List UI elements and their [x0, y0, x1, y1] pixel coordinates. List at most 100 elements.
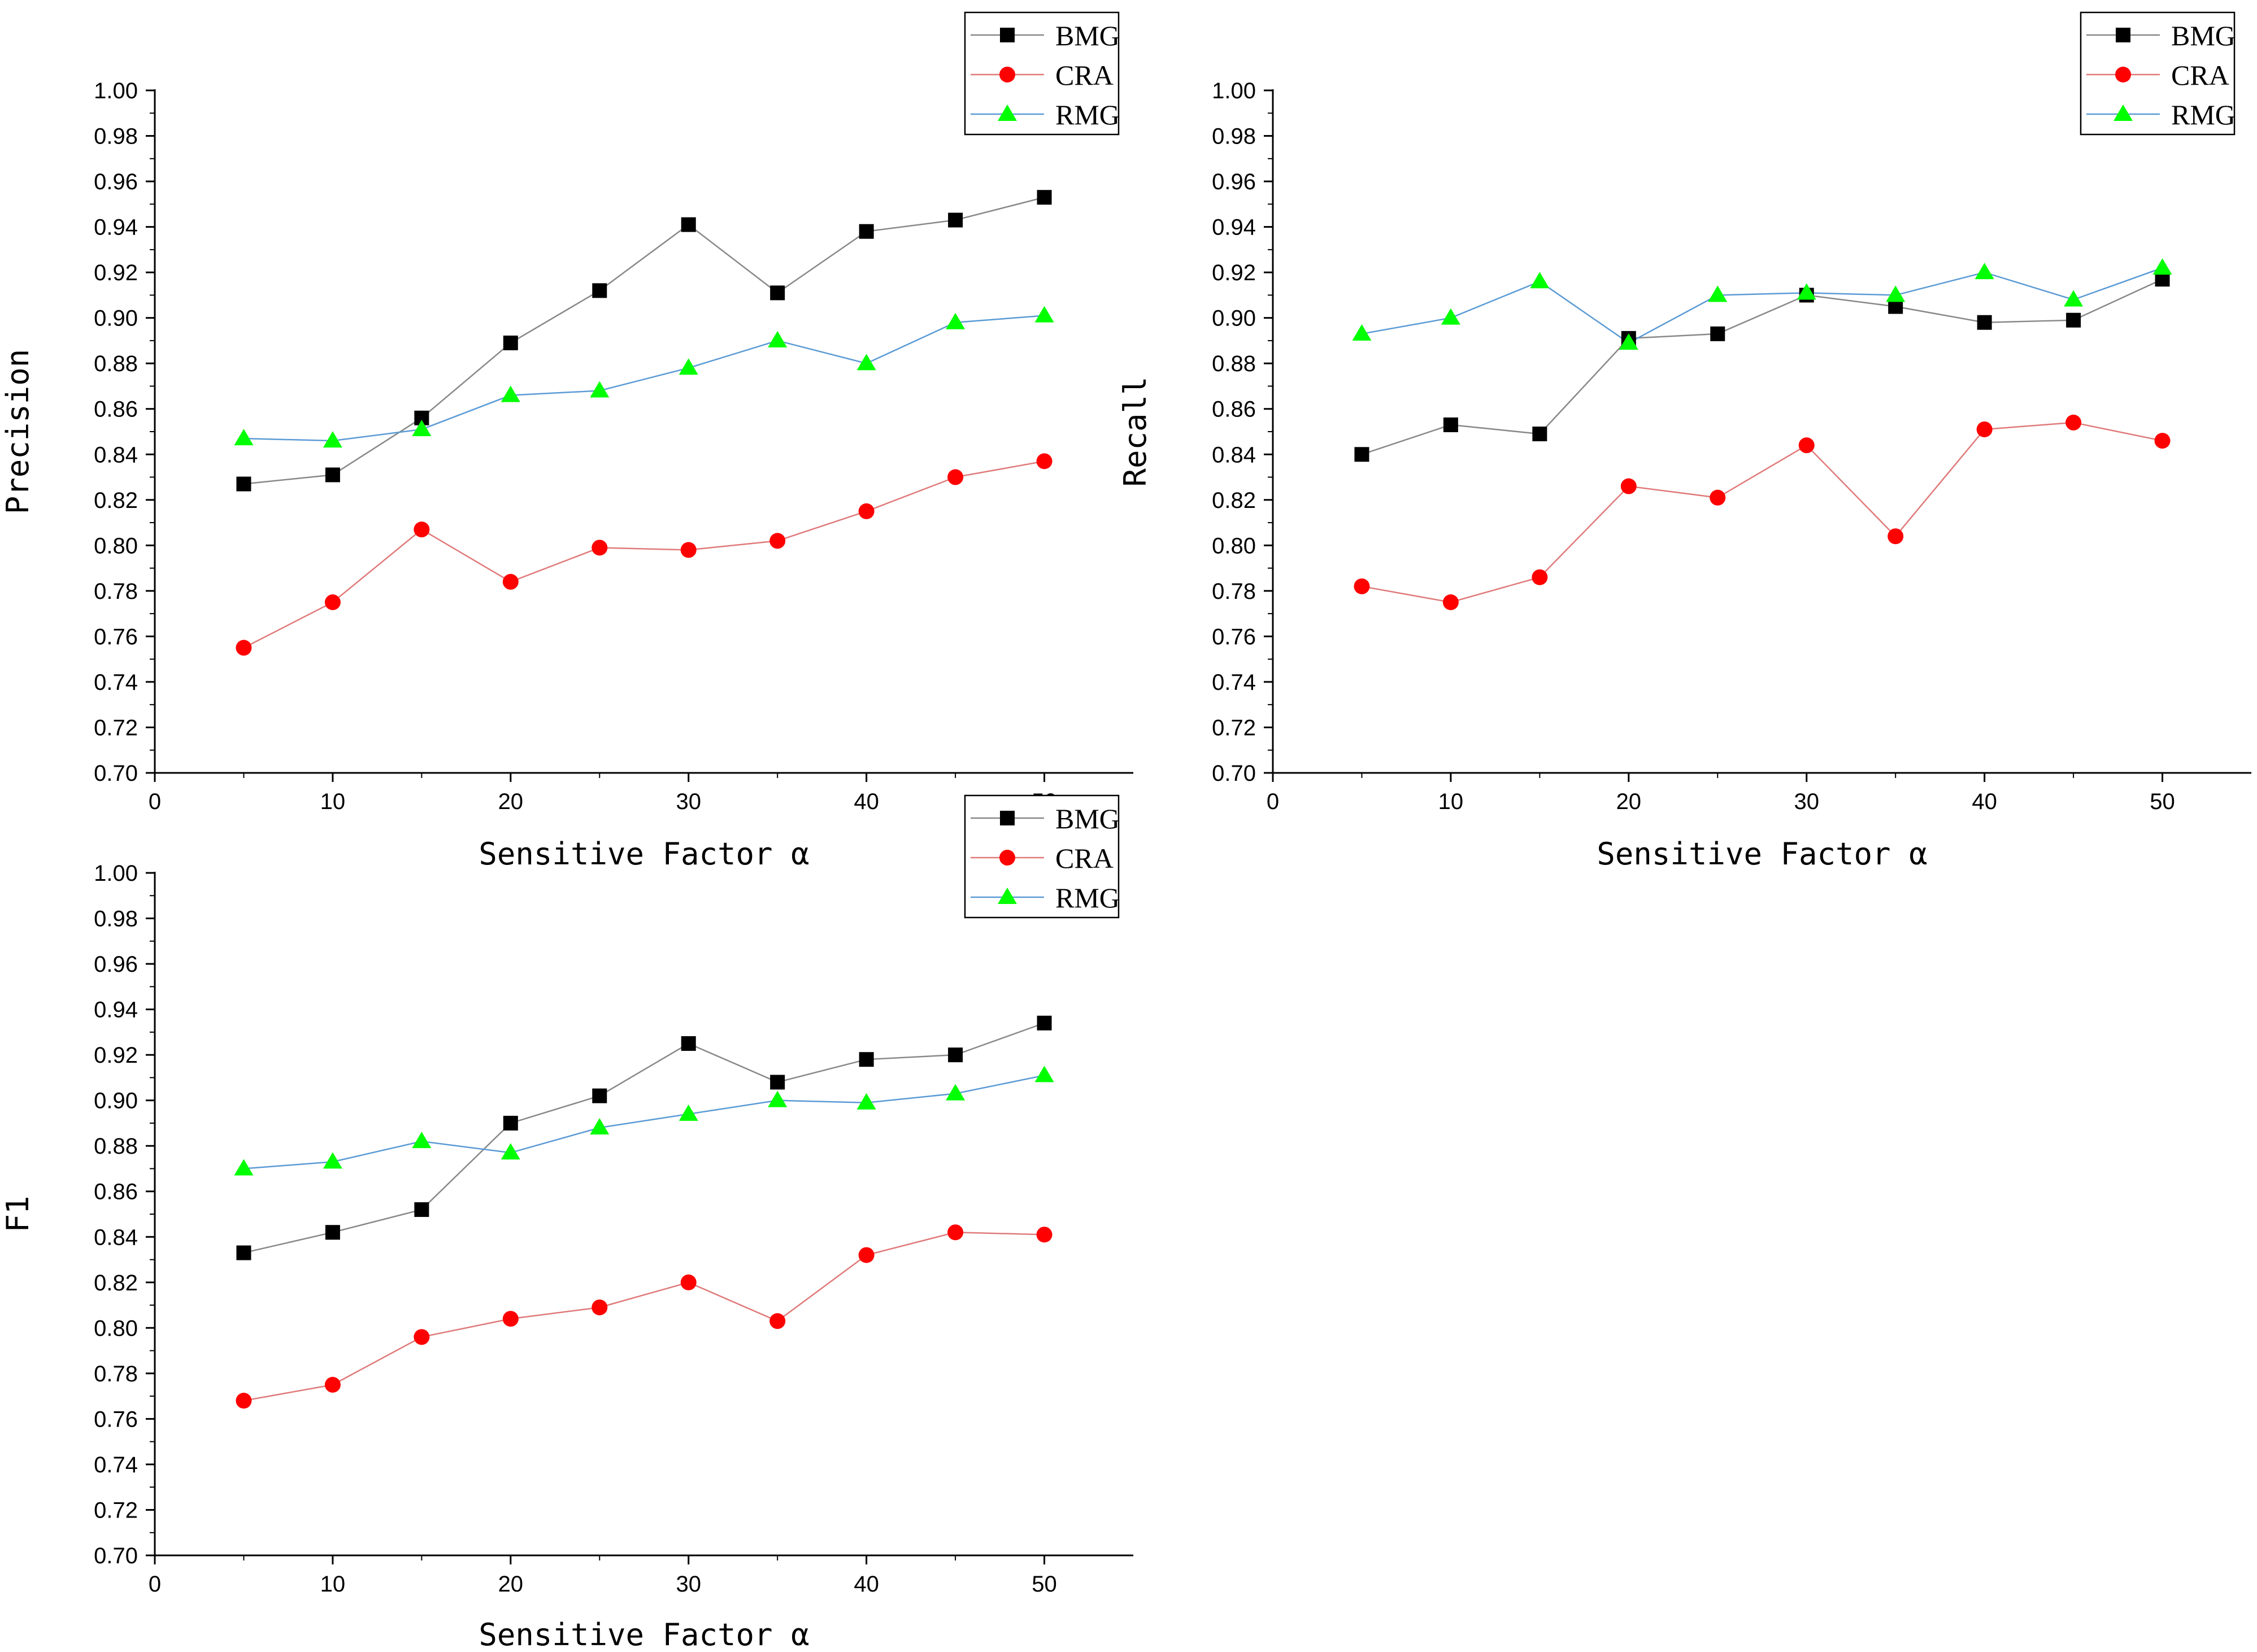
legend: BMG CRA RMG: [964, 11, 1120, 136]
data-point-bmg: [1037, 190, 1052, 205]
data-point-rmg: [501, 1143, 520, 1160]
data-point-cra: [680, 1274, 697, 1290]
y-tick-label: 0.90: [94, 1089, 138, 1114]
data-point-cra: [592, 1299, 608, 1316]
series-line-rmg: [243, 315, 1045, 442]
legend-marker-bmg: [1000, 811, 1015, 825]
data-point-rmg: [323, 1152, 342, 1169]
data-point-bmg: [1532, 427, 1547, 442]
data-point-cra: [324, 1377, 341, 1393]
x-axis-title: Sensitive Factor α: [479, 836, 809, 872]
y-tick-label: 0.72: [94, 715, 138, 740]
y-tick-label: 0.86: [1212, 397, 1256, 422]
data-point-cra: [1442, 594, 1459, 610]
series-line-bmg: [243, 197, 1045, 485]
y-tick-label: 0.72: [1212, 715, 1256, 740]
data-point-rmg: [1619, 333, 1638, 350]
y-axis-title: Recall: [1117, 376, 1153, 486]
legend-label: BMG: [1055, 803, 1120, 834]
data-point-rmg: [768, 331, 788, 347]
series-line-rmg: [243, 1075, 1045, 1170]
data-point-rmg: [856, 1093, 876, 1110]
y-tick-label: 0.92: [94, 1043, 138, 1068]
y-tick-label: 0.74: [1212, 670, 1256, 695]
data-point-rmg: [1034, 306, 1054, 323]
y-tick-label: 0.94: [94, 215, 138, 240]
data-point-cra: [680, 542, 697, 558]
data-point-rmg: [1352, 324, 1372, 341]
legend-marker-bmg: [2116, 28, 2130, 42]
data-point-cra: [1710, 489, 1726, 506]
data-point-rmg: [856, 354, 876, 371]
x-tick-label: 0: [149, 789, 161, 814]
data-point-bmg: [236, 476, 251, 492]
data-point-cra: [236, 1393, 252, 1409]
y-tick-label: 0.70: [1212, 761, 1256, 786]
y-tick-label: 0.98: [94, 124, 138, 149]
y-tick-label: 0.92: [1212, 260, 1256, 285]
legend: BMG CRA RMG: [964, 794, 1120, 919]
data-point-bmg: [503, 1115, 518, 1131]
y-tick-label: 0.86: [94, 397, 138, 422]
x-tick-label: 30: [1794, 789, 1819, 814]
y-tick-label: 0.98: [94, 907, 138, 932]
data-point-cra: [1036, 1227, 1053, 1243]
data-point-bmg: [325, 1225, 340, 1240]
y-axis-title: Precision: [0, 349, 36, 515]
y-axis-title: F1: [0, 1195, 36, 1232]
legend-label: BMG: [2171, 20, 2236, 51]
y-tick-label: 0.88: [1212, 351, 1256, 376]
y-tick-label: 0.84: [94, 442, 138, 467]
data-point-bmg: [1977, 315, 1992, 330]
y-tick-label: 0.96: [94, 952, 138, 977]
data-point-rmg: [590, 381, 610, 398]
data-point-cra: [1620, 478, 1637, 494]
legend-label: RMG: [2171, 99, 2236, 131]
y-tick-label: 0.94: [94, 998, 138, 1023]
data-point-cra: [858, 1247, 875, 1263]
data-point-cra: [1532, 569, 1548, 585]
y-tick-label: 0.96: [1212, 169, 1256, 194]
data-point-cra: [414, 1329, 430, 1345]
legend-marker-cra: [2115, 67, 2131, 82]
series-line-cra: [1362, 421, 2163, 603]
data-point-rmg: [2064, 290, 2084, 307]
data-point-cra: [947, 1224, 964, 1241]
legend-marker-cra: [999, 67, 1015, 82]
x-tick-label: 40: [854, 789, 879, 814]
y-tick-label: 0.94: [1212, 215, 1256, 240]
data-point-rmg: [1797, 283, 1816, 300]
x-tick-label: 20: [498, 1572, 524, 1597]
data-point-bmg: [592, 1088, 607, 1103]
y-tick-label: 0.70: [94, 1544, 138, 1568]
x-tick-label: 0: [149, 1572, 161, 1597]
data-point-bmg: [2066, 312, 2081, 328]
data-point-cra: [1798, 437, 1815, 454]
y-tick-label: 0.72: [94, 1498, 138, 1523]
data-point-rmg: [412, 419, 432, 436]
data-point-cra: [947, 469, 964, 485]
legend-marker-cra: [999, 850, 1015, 866]
x-tick-label: 30: [676, 1572, 701, 1597]
legend: BMG CRA RMG: [2080, 11, 2236, 136]
data-point-bmg: [681, 217, 696, 232]
y-tick-label: 0.80: [94, 1316, 138, 1341]
x-tick-label: 10: [320, 1572, 346, 1597]
data-point-cra: [1036, 453, 1053, 469]
data-point-bmg: [859, 1052, 874, 1067]
data-point-cra: [858, 503, 875, 519]
y-tick-label: 0.86: [94, 1180, 138, 1205]
legend-label: BMG: [1055, 20, 1120, 51]
legend-label: CRA: [2171, 59, 2229, 91]
legend-label: CRA: [1055, 59, 1114, 91]
series-line-cra: [243, 460, 1045, 649]
x-tick-label: 10: [320, 789, 346, 814]
data-point-cra: [2154, 433, 2171, 449]
y-tick-label: 0.80: [1212, 533, 1256, 558]
y-tick-label: 1.00: [94, 861, 138, 886]
y-tick-label: 0.82: [94, 488, 138, 513]
x-tick-label: 50: [1032, 1572, 1057, 1597]
legend-marker-rmg: [998, 105, 1017, 121]
data-point-bmg: [325, 467, 340, 482]
data-point-cra: [1888, 528, 1904, 545]
